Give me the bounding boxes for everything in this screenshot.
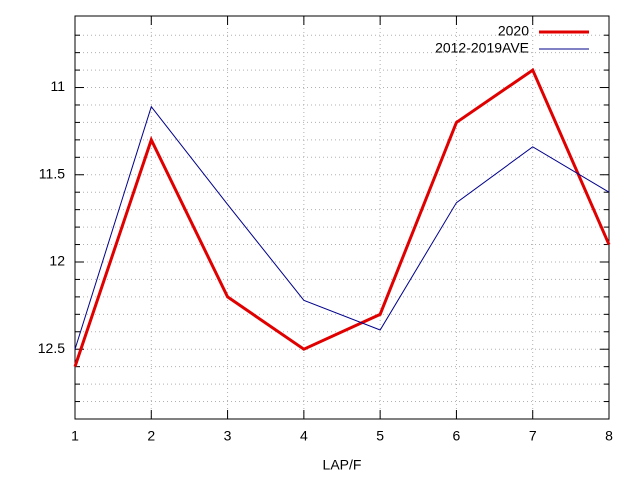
x-tick-label: 7 [529, 428, 537, 444]
y-tick-label: 12 [49, 253, 65, 269]
y-tick-label: 11 [50, 78, 65, 94]
series-line [73, 67, 611, 368]
x-tick-label: 5 [376, 428, 384, 444]
legend-label: 2020 [498, 23, 529, 39]
x-tick-label: 2 [147, 428, 155, 444]
x-tick-label: 4 [300, 428, 308, 444]
x-tick-label: 8 [605, 428, 613, 444]
legend-label: 2012-2019AVE [435, 40, 529, 56]
x-tick-label: 3 [224, 428, 232, 444]
x-tick-label: 6 [453, 428, 461, 444]
series-line [74, 105, 610, 350]
y-tick-label: 11.5 [39, 165, 65, 181]
x-axis-label: LAP/F [323, 457, 362, 473]
plot-frame [74, 15, 610, 420]
y-tick-label: 12.5 [38, 340, 65, 356]
x-tick-label: 1 [71, 428, 79, 444]
